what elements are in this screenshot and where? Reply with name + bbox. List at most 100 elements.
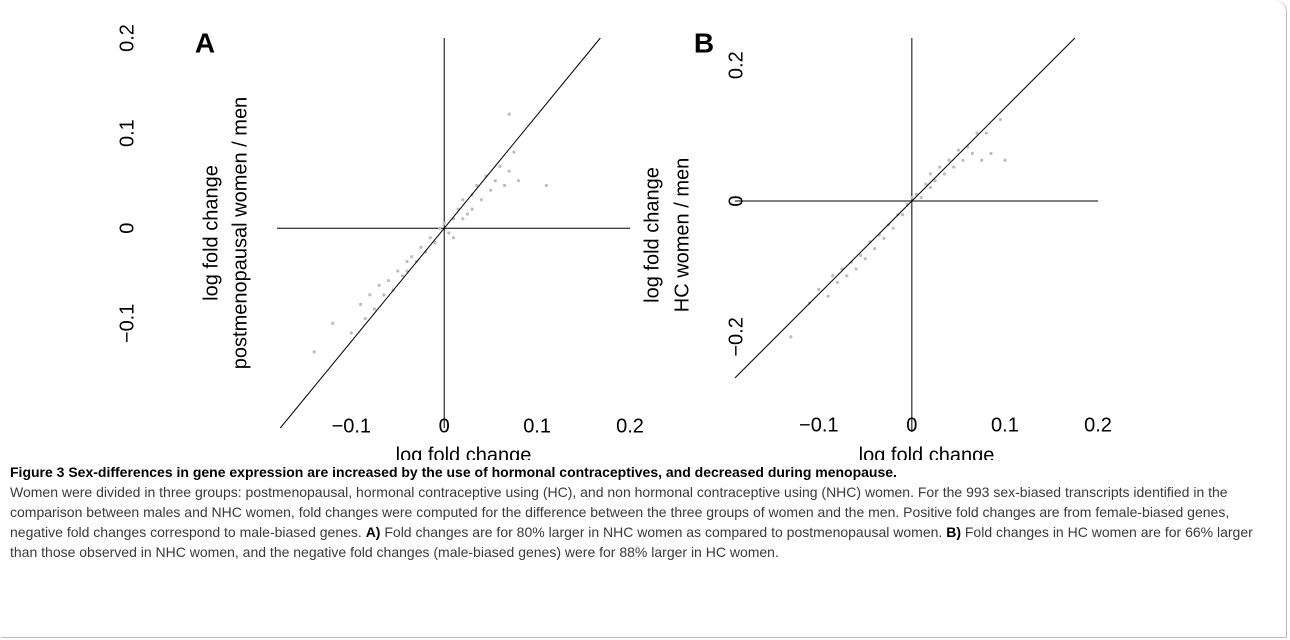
point [1003,158,1007,162]
point [461,198,465,202]
y-tick-label: −0.2 [725,317,747,356]
point [910,196,914,200]
point [984,131,988,135]
point [863,257,867,261]
point [461,217,465,221]
point [956,148,960,152]
point [970,151,974,156]
y-axis-label: postmenopausal women / men [229,97,251,369]
point [516,179,521,183]
point [489,188,493,192]
note-label: B) [946,524,961,540]
point [498,164,502,169]
x-tick-label: −0.1 [799,414,838,436]
caption-body: Women were divided in three groups: post… [10,482,1276,562]
y-tick-label: 0.1 [116,119,138,147]
point [502,183,507,188]
note-label: A) [365,524,381,540]
point [854,267,858,271]
point [831,274,835,278]
point [419,245,423,249]
point [900,213,905,217]
point [891,226,895,230]
point [447,231,451,235]
point [428,236,432,240]
point [924,182,928,186]
point [938,165,942,169]
point [363,317,367,321]
point [331,321,335,325]
point [410,255,414,259]
point [873,246,877,251]
point [512,150,516,154]
point [928,185,933,190]
caption-title: Figure 3 Sex-differences in gene express… [10,464,897,480]
point [475,183,479,188]
point [507,112,511,116]
point [961,158,965,162]
x-tick-label: 0.2 [1084,414,1112,436]
caption: Figure 3 Sex-differences in gene express… [10,462,1276,562]
x-axis-label: log fold change [859,444,995,460]
point [400,274,405,278]
point [312,350,316,354]
point [359,302,363,306]
panel-label: A [195,27,215,58]
point [845,274,849,278]
point [544,183,548,188]
point [789,335,793,339]
point [433,240,437,245]
point [372,307,377,311]
point [405,259,409,264]
reference-line [734,37,1076,379]
point [980,158,984,162]
point [507,169,511,173]
point [493,179,497,183]
y-tick-label: 0 [116,223,138,234]
y-tick-label: −0.1 [116,304,138,343]
point [952,165,956,169]
point [377,283,381,287]
point [437,226,442,230]
y-axis-label: HC women / men [671,158,693,313]
y-axis-label: log fold change [641,167,663,303]
point [928,172,933,176]
y-tick-label: 0.2 [725,51,747,79]
point [386,278,391,283]
point [933,179,937,183]
caption-text: Women were divided in three groups: post… [10,484,1230,540]
point [919,196,923,200]
note-text: Fold changes are for 80% larger in NHC w… [384,524,943,540]
point [817,287,821,291]
point [998,117,1002,122]
point [349,331,353,335]
x-axis-label: log fold change [396,444,532,460]
x-tick-label: 0.1 [523,415,551,437]
point [835,280,839,285]
point [975,131,979,135]
note-text: Fold changes in HC women are for 66% lar… [10,524,1253,560]
y-axis-label: log fold change [200,165,222,301]
point [396,269,400,273]
x-tick-label: 0.1 [991,414,1019,436]
point [451,236,456,240]
reference-line [279,37,601,429]
point [479,198,483,202]
x-tick-label: 0.2 [616,415,644,437]
point [947,158,951,162]
point [859,253,863,257]
point [942,172,947,176]
point [465,212,470,216]
x-tick-label: −0.1 [332,415,371,437]
point [382,293,386,297]
panel-label: B [694,27,714,58]
point [989,151,993,156]
point [442,221,446,226]
point [470,207,474,211]
point [368,293,372,297]
y-tick-label: 0.2 [116,24,138,52]
point [826,294,830,298]
